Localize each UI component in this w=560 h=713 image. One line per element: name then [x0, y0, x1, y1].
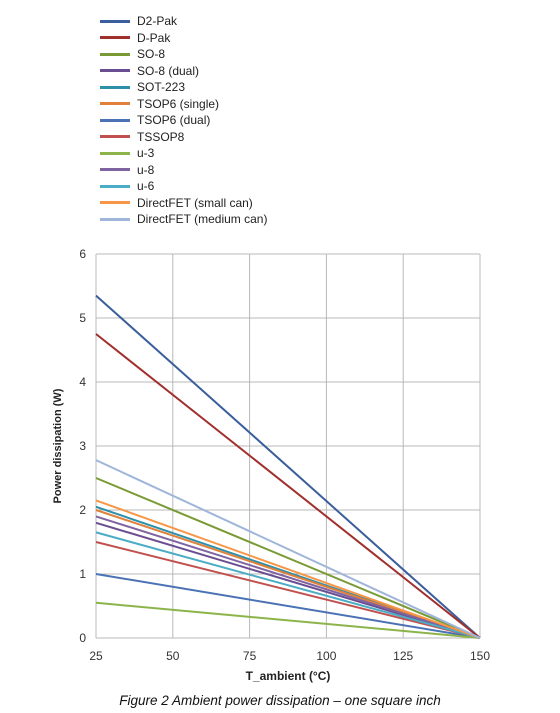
series-line — [95, 509, 481, 639]
legend-item: u-3 — [100, 145, 267, 162]
legend-label: D-Pak — [137, 30, 171, 45]
legend-swatch — [100, 201, 130, 205]
legend-swatch — [100, 184, 130, 188]
legend-label: SO-8 — [137, 47, 166, 62]
legend-item: TSOP6 (dual) — [100, 112, 267, 129]
legend-item: D2-Pak — [100, 13, 267, 30]
y-axis-label: Power dissipation (W) — [52, 388, 64, 503]
legend-label: SOT-223 — [137, 80, 186, 95]
legend-label: u-6 — [137, 179, 155, 194]
x-tick-label: 125 — [393, 649, 413, 663]
legend-item: TSOP6 (single) — [100, 96, 267, 113]
legend-item: u-6 — [100, 178, 267, 195]
legend-label: TSOP6 (single) — [137, 96, 220, 111]
x-tick-label: 50 — [166, 649, 180, 663]
y-tick-label: 5 — [79, 311, 86, 325]
x-tick-label: 25 — [89, 649, 103, 663]
x-tick-label: 100 — [316, 649, 336, 663]
grid-lines — [95, 253, 481, 639]
axis-ticks: 0 1 2 3 4 5 6 25 50 75 100 125 150 — [79, 247, 490, 663]
series-lines — [95, 294, 481, 639]
y-tick-label: 2 — [79, 503, 86, 517]
series-line — [95, 515, 481, 639]
legend-item: DirectFET (small can) — [100, 195, 267, 212]
chart-plot: 0 1 2 3 4 5 6 25 50 75 100 125 150 Power dissipation… — [52, 247, 490, 683]
legend-label: TSOP6 (dual) — [137, 113, 211, 128]
series-line — [95, 499, 481, 639]
legend-swatch — [100, 102, 130, 106]
y-tick-label: 4 — [79, 375, 86, 389]
series-line — [95, 541, 481, 639]
series-line — [95, 333, 481, 639]
legend-label: D2-Pak — [137, 14, 178, 29]
legend-label: u-8 — [137, 162, 155, 177]
series-line — [95, 459, 481, 639]
legend-label: DirectFET (medium can) — [137, 212, 268, 227]
series-line — [95, 573, 481, 639]
legend-item: D-Pak — [100, 30, 267, 47]
legend-label: TSSOP8 — [137, 129, 185, 144]
chart-legend: D2-Pak D-Pak SO-8 SO-8 (dual) SOT-223 TSOP6 (… — [100, 13, 267, 228]
y-tick-label: 1 — [79, 567, 86, 581]
x-tick-label: 75 — [243, 649, 257, 663]
legend-swatch — [100, 36, 130, 40]
legend-item: TSSOP8 — [100, 129, 267, 146]
series-line — [95, 294, 481, 639]
legend-swatch — [100, 19, 130, 23]
series-line — [95, 477, 481, 639]
legend-swatch — [100, 85, 130, 89]
y-tick-label: 6 — [79, 247, 86, 261]
legend-label: u-3 — [137, 146, 155, 161]
legend-swatch — [100, 217, 130, 221]
legend-item: SO-8 (dual) — [100, 63, 267, 80]
legend-item: SO-8 — [100, 46, 267, 63]
legend-swatch — [100, 135, 130, 139]
legend-item: SOT-223 — [100, 79, 267, 96]
legend-label: DirectFET (small can) — [137, 195, 253, 210]
legend-label: SO-8 (dual) — [137, 63, 200, 78]
legend-swatch — [100, 118, 130, 122]
legend-swatch — [100, 168, 130, 172]
x-axis-label: T_ambient (°C) — [246, 669, 331, 683]
legend-swatch — [100, 151, 130, 155]
series-line — [95, 601, 481, 639]
legend-swatch — [100, 52, 130, 56]
x-tick-label: 150 — [470, 649, 490, 663]
series-line — [95, 521, 481, 639]
y-tick-label: 0 — [79, 631, 86, 645]
legend-item: DirectFET (medium can) — [100, 211, 267, 228]
legend-swatch — [100, 69, 130, 73]
y-tick-label: 3 — [79, 439, 86, 453]
legend-item: u-8 — [100, 162, 267, 179]
series-line — [95, 531, 481, 639]
figure-caption: Figure 2 Ambient power dissipation – one… — [119, 693, 441, 708]
